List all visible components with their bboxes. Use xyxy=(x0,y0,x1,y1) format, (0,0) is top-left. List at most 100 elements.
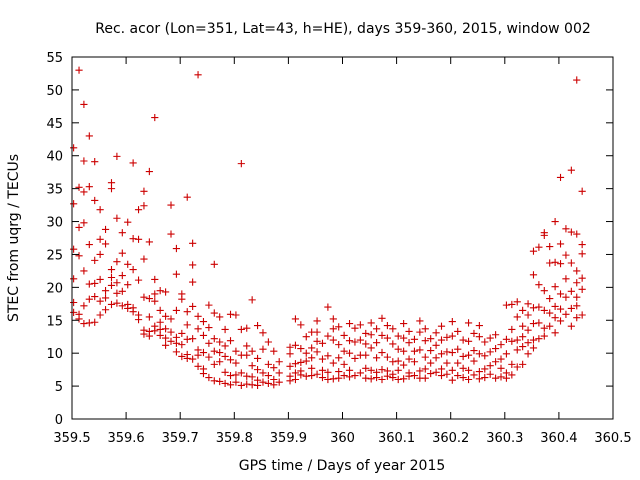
data-point xyxy=(556,173,565,182)
data-point xyxy=(259,345,267,353)
data-point xyxy=(459,373,467,382)
data-point xyxy=(362,364,370,372)
data-point xyxy=(216,358,224,366)
y-tick-label: 30 xyxy=(46,216,63,231)
data-point xyxy=(389,325,397,333)
data-point xyxy=(567,322,575,330)
data-point xyxy=(118,271,126,280)
data-point xyxy=(243,380,251,388)
data-point xyxy=(151,297,159,305)
data-point xyxy=(156,318,164,326)
data-point xyxy=(237,381,245,390)
data-point xyxy=(519,333,527,341)
data-point xyxy=(113,214,121,222)
data-point xyxy=(454,327,462,336)
data-point xyxy=(556,260,565,268)
data-point xyxy=(535,303,543,311)
data-point xyxy=(448,366,456,374)
data-point xyxy=(427,346,435,355)
data-point xyxy=(286,377,294,385)
data-point xyxy=(502,374,511,382)
data-point xyxy=(85,295,93,303)
x-tick-label: 359.6 xyxy=(107,431,144,446)
data-point xyxy=(270,347,278,355)
data-point xyxy=(291,341,300,349)
data-point xyxy=(508,325,516,334)
data-point xyxy=(486,362,494,370)
data-point xyxy=(383,334,392,342)
data-point xyxy=(540,287,548,295)
data-point xyxy=(286,343,294,351)
data-point xyxy=(562,251,570,259)
data-point xyxy=(178,352,186,361)
data-point xyxy=(405,339,413,347)
data-point xyxy=(226,310,235,318)
data-point xyxy=(167,230,175,238)
data-point xyxy=(145,294,153,303)
data-point xyxy=(101,225,110,234)
data-point xyxy=(421,353,429,361)
data-point xyxy=(437,365,446,373)
data-point xyxy=(340,331,348,340)
data-point xyxy=(378,314,386,322)
data-point xyxy=(107,265,116,274)
data-point xyxy=(291,315,300,323)
data-point xyxy=(221,352,229,361)
x-tick-label: 359.5 xyxy=(53,431,90,446)
data-point xyxy=(405,327,413,336)
data-point xyxy=(421,337,429,345)
data-point xyxy=(129,308,137,316)
data-point xyxy=(259,378,267,386)
data-point xyxy=(183,308,191,316)
data-point xyxy=(546,242,554,251)
data-point xyxy=(394,345,402,353)
data-point xyxy=(437,371,446,380)
data-point xyxy=(578,250,586,258)
data-point xyxy=(91,279,99,288)
data-point xyxy=(80,188,88,196)
data-point xyxy=(513,336,521,344)
data-point xyxy=(519,306,527,314)
data-point xyxy=(183,335,191,343)
data-point xyxy=(556,240,565,248)
data-point xyxy=(567,228,575,236)
data-point xyxy=(464,319,473,327)
data-point xyxy=(248,362,256,370)
data-point xyxy=(80,219,88,227)
data-point xyxy=(118,229,126,237)
data-point xyxy=(221,325,229,334)
data-point xyxy=(80,302,88,310)
data-point xyxy=(167,328,175,336)
data-point xyxy=(378,375,386,384)
data-point xyxy=(372,325,381,333)
data-point xyxy=(178,295,186,303)
data-point xyxy=(118,287,126,295)
data-point xyxy=(551,314,559,322)
y-tick-label: 25 xyxy=(46,248,63,263)
data-point xyxy=(80,100,88,108)
data-point xyxy=(107,281,116,289)
data-point xyxy=(172,270,181,278)
data-point xyxy=(578,240,586,249)
data-point xyxy=(432,368,440,376)
data-point xyxy=(529,344,538,352)
data-point xyxy=(253,366,262,374)
data-point xyxy=(124,218,132,226)
data-point xyxy=(183,354,191,363)
data-point xyxy=(329,336,337,344)
data-point xyxy=(313,328,321,336)
data-point xyxy=(389,358,397,366)
y-tick-label: 55 xyxy=(46,51,63,66)
data-point xyxy=(486,370,494,378)
data-point xyxy=(329,375,337,383)
data-point xyxy=(367,319,375,327)
data-point xyxy=(389,340,397,348)
data-point xyxy=(556,317,565,325)
data-point xyxy=(291,360,300,368)
data-point xyxy=(546,259,554,267)
data-point xyxy=(400,347,408,355)
data-point xyxy=(302,349,310,357)
data-point xyxy=(199,317,208,326)
data-point xyxy=(448,348,456,357)
data-point xyxy=(513,298,521,306)
